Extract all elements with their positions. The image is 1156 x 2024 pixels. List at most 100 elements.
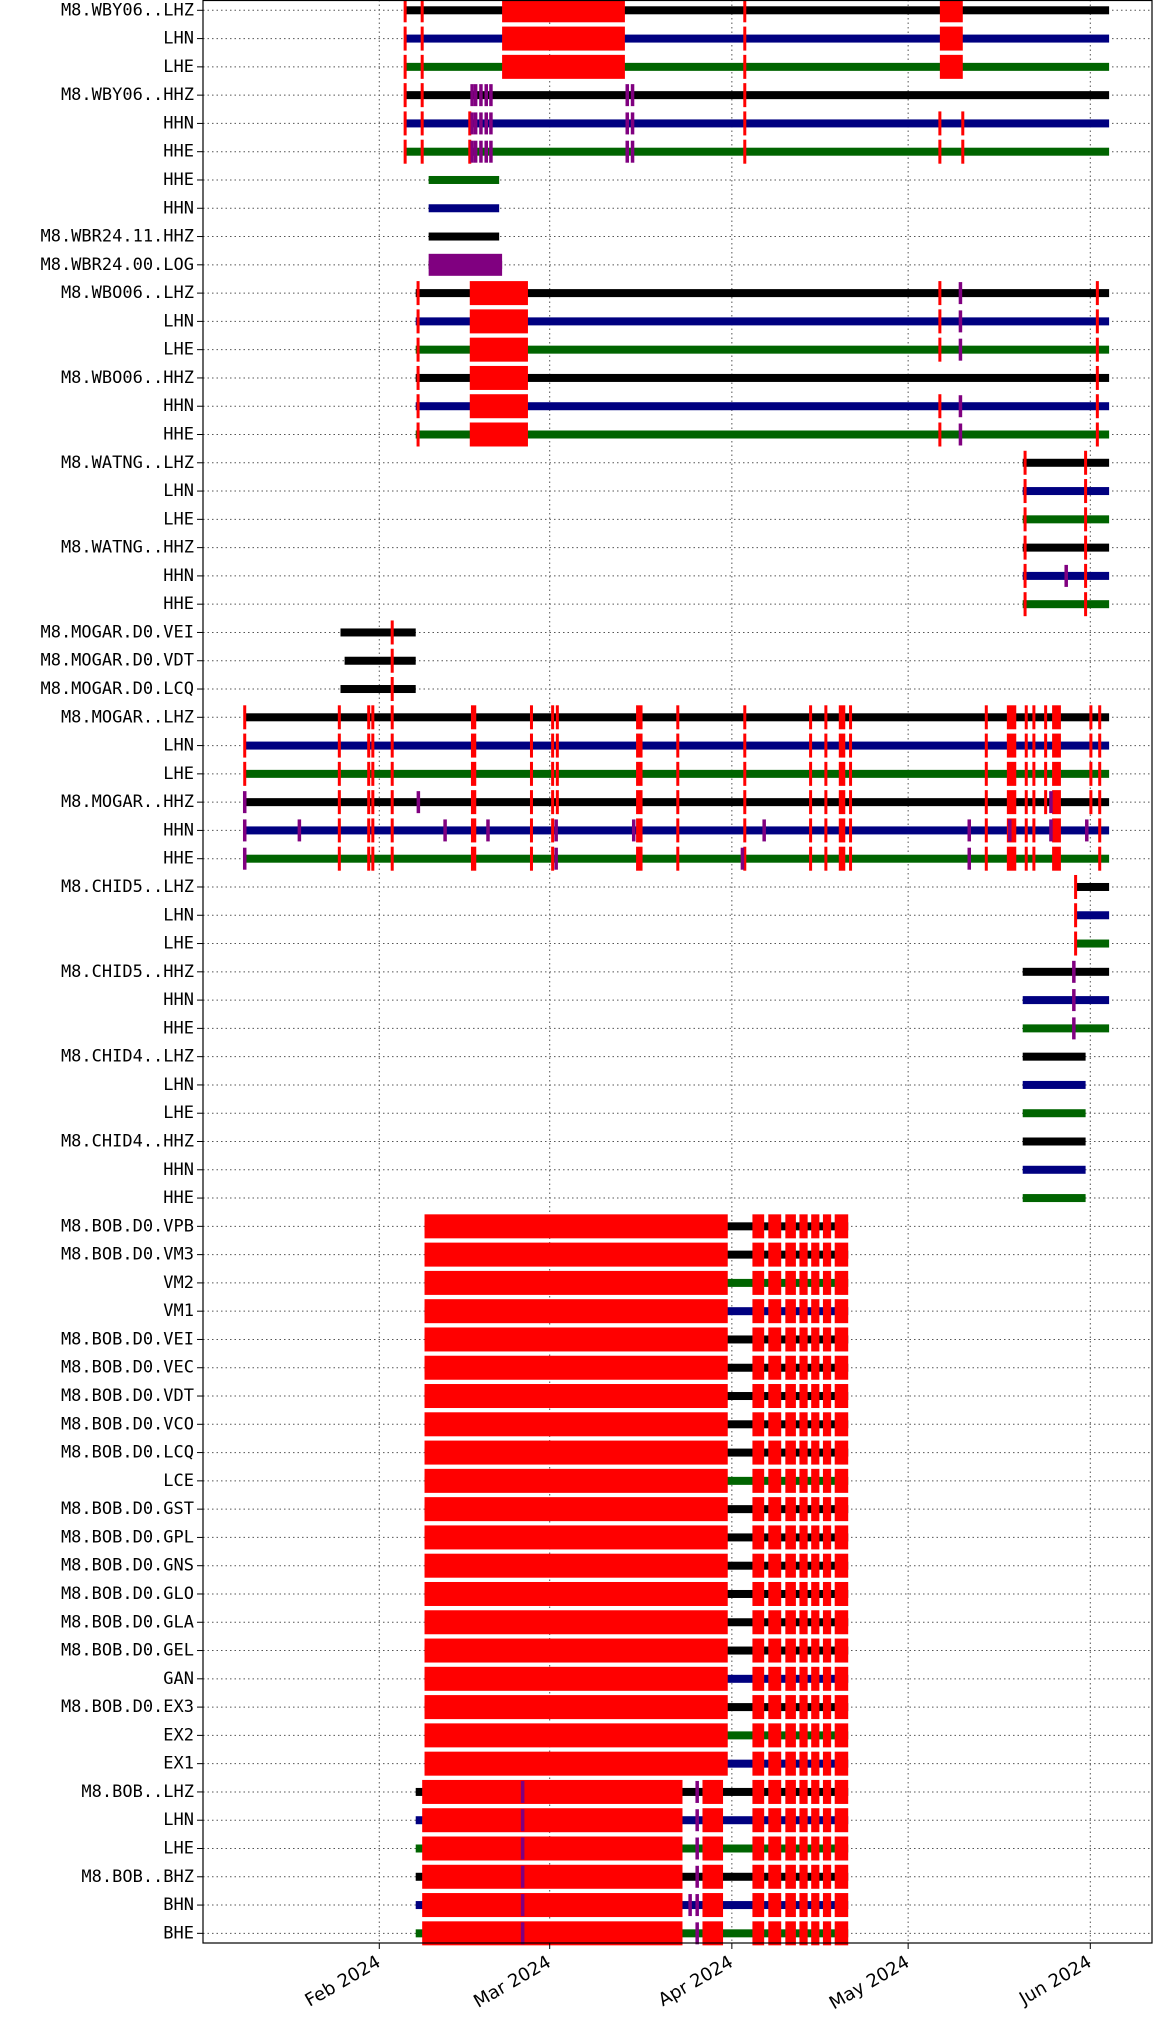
gap bbox=[390, 761, 394, 786]
gap bbox=[403, 54, 407, 79]
gap bbox=[752, 1581, 765, 1606]
gap bbox=[938, 139, 942, 164]
gap bbox=[768, 1525, 782, 1550]
gap bbox=[420, 83, 424, 108]
gap bbox=[555, 705, 559, 730]
gap bbox=[811, 1808, 820, 1833]
gap bbox=[1052, 818, 1061, 843]
gap bbox=[785, 1440, 796, 1465]
gap bbox=[811, 1581, 820, 1606]
gap bbox=[938, 394, 942, 419]
gap bbox=[768, 1610, 782, 1635]
data-segment bbox=[405, 62, 1110, 71]
gap bbox=[799, 1921, 808, 1946]
row-label: M8.BOB.D0.LCQ bbox=[61, 1443, 194, 1463]
data-segment bbox=[405, 147, 1110, 156]
gap bbox=[470, 818, 477, 843]
overlap bbox=[625, 140, 630, 163]
gap bbox=[390, 705, 394, 730]
gap bbox=[799, 1355, 808, 1380]
gap bbox=[743, 705, 747, 730]
gap bbox=[1052, 705, 1061, 730]
x-tick-label: Feb 2024 bbox=[302, 1951, 385, 2011]
gap bbox=[422, 1921, 683, 1946]
row-label: HHE bbox=[163, 1188, 194, 1208]
gap bbox=[502, 54, 625, 79]
gap bbox=[636, 818, 643, 843]
gap bbox=[468, 111, 472, 136]
gap bbox=[799, 1468, 808, 1493]
gap bbox=[1006, 761, 1017, 786]
overlap bbox=[695, 1780, 699, 1803]
gap bbox=[424, 1355, 728, 1380]
gap bbox=[799, 1299, 808, 1324]
gap bbox=[834, 1581, 849, 1606]
gap bbox=[1006, 705, 1017, 730]
gap bbox=[1098, 846, 1102, 871]
overlap bbox=[473, 140, 478, 163]
gap bbox=[824, 818, 828, 843]
gap bbox=[1089, 733, 1093, 758]
gap bbox=[403, 139, 407, 164]
gap bbox=[702, 1779, 724, 1804]
gap bbox=[1084, 563, 1088, 588]
gap bbox=[551, 705, 555, 730]
gap bbox=[822, 1779, 832, 1804]
gap bbox=[424, 1270, 728, 1295]
overlap bbox=[484, 112, 488, 135]
gap bbox=[834, 1497, 849, 1522]
gap bbox=[470, 846, 477, 871]
gap bbox=[834, 1440, 849, 1465]
gap bbox=[809, 846, 813, 871]
row-label: HHE bbox=[163, 170, 194, 190]
gap bbox=[938, 281, 942, 306]
gap bbox=[811, 1525, 820, 1550]
gap bbox=[822, 1893, 832, 1918]
overlap bbox=[520, 1894, 525, 1917]
data-segment bbox=[1022, 967, 1110, 976]
gap bbox=[838, 818, 846, 843]
gap bbox=[822, 1666, 832, 1691]
gap bbox=[785, 1751, 796, 1776]
row-label: HHN bbox=[163, 990, 194, 1010]
overlap bbox=[958, 338, 963, 361]
gap bbox=[811, 1468, 820, 1493]
gap bbox=[243, 705, 247, 730]
row-label: M8.CHID5..HHZ bbox=[61, 962, 194, 982]
gap bbox=[849, 790, 853, 815]
gap bbox=[502, 26, 625, 51]
row-label: M8.BOB.D0.GEL bbox=[61, 1641, 194, 1661]
gap bbox=[743, 846, 747, 871]
gap bbox=[799, 1242, 808, 1267]
gap bbox=[799, 1497, 808, 1522]
gap bbox=[811, 1893, 820, 1918]
gap bbox=[785, 1864, 796, 1889]
gap bbox=[822, 1751, 832, 1776]
gap bbox=[1095, 309, 1099, 334]
gap bbox=[1023, 563, 1027, 588]
gap bbox=[811, 1779, 820, 1804]
gap bbox=[424, 1299, 728, 1324]
overlap bbox=[695, 1894, 699, 1917]
gap bbox=[822, 1525, 832, 1550]
data-segment bbox=[405, 34, 1110, 43]
gap bbox=[243, 761, 247, 786]
gap bbox=[834, 1751, 849, 1776]
gap bbox=[1023, 507, 1027, 532]
gap bbox=[768, 1270, 782, 1295]
gap bbox=[939, 26, 963, 51]
gap bbox=[785, 1355, 796, 1380]
gap bbox=[743, 733, 747, 758]
gap bbox=[337, 761, 341, 786]
row-label: HHE bbox=[163, 849, 194, 869]
gap bbox=[424, 1695, 728, 1720]
gap bbox=[1098, 705, 1102, 730]
gap bbox=[799, 1525, 808, 1550]
gap bbox=[551, 733, 555, 758]
gap bbox=[752, 1808, 765, 1833]
overlap bbox=[958, 395, 963, 418]
gap bbox=[752, 1384, 765, 1409]
overlap bbox=[762, 819, 766, 842]
gap bbox=[470, 705, 477, 730]
gap bbox=[1095, 422, 1099, 447]
